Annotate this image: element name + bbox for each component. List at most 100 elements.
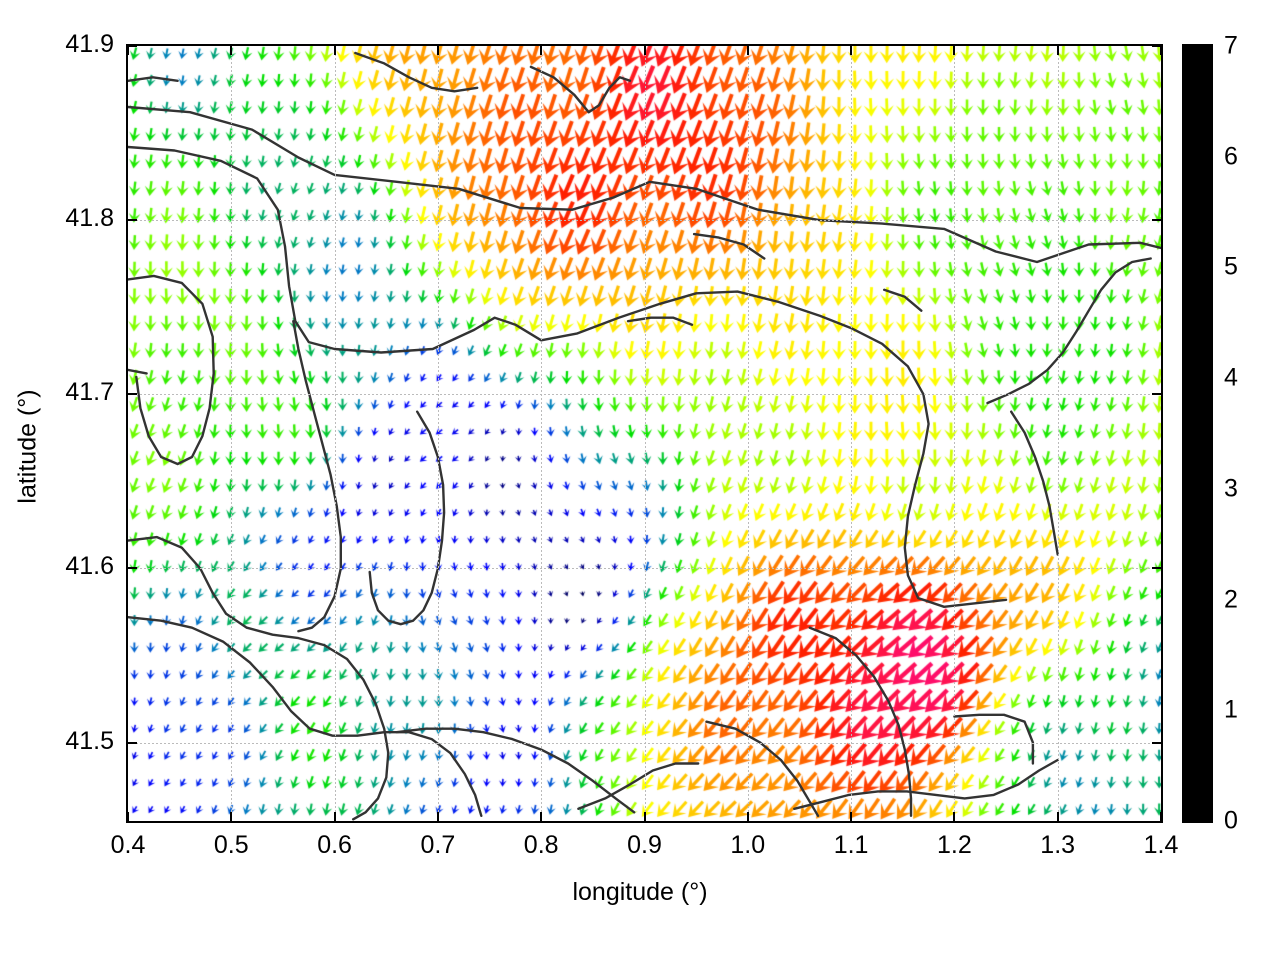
colorbar	[1182, 44, 1213, 823]
contour-line	[808, 626, 913, 817]
y-axis-tick-right	[1152, 219, 1161, 222]
y-tick-label: 41.7	[65, 378, 114, 407]
contour-line	[292, 320, 342, 633]
contour-line	[883, 288, 923, 312]
x-tick-label: 0.5	[213, 831, 249, 859]
y-tick-label: 41.6	[65, 552, 114, 581]
contour-line	[626, 316, 694, 326]
x-axis-label: longitude (°)	[572, 878, 708, 906]
x-axis-tick-top	[540, 46, 543, 55]
contour-line	[128, 105, 1161, 264]
x-axis-tick	[746, 812, 749, 821]
y-axis-tick-right	[1152, 567, 1161, 570]
x-axis-tick	[436, 812, 439, 821]
contour-line	[128, 616, 483, 817]
colorbar-tick	[1182, 488, 1213, 491]
colorbar-tick-label: 0	[1224, 806, 1238, 835]
x-axis-tick-top	[127, 46, 129, 55]
y-tick-label: 41.8	[65, 204, 114, 233]
x-axis-tick-top	[436, 46, 439, 55]
contour-line	[128, 76, 179, 82]
contour-line	[128, 535, 390, 821]
x-axis-tick-top	[850, 46, 853, 55]
colorbar-tick-label: 4	[1224, 363, 1238, 392]
x-tick-label: 1.4	[1143, 831, 1179, 859]
x-tick-label: 1.3	[1040, 831, 1076, 859]
y-axis-tick	[128, 741, 137, 744]
x-tick-label: 1.1	[833, 831, 869, 859]
x-axis-tick	[127, 812, 129, 821]
x-axis-tick	[333, 812, 336, 821]
x-tick-label: 0.6	[317, 831, 352, 859]
colorbar-tick-label: 5	[1224, 252, 1238, 281]
y-gridline	[128, 220, 1161, 222]
y-gridline	[128, 742, 1161, 744]
colorbar-tick	[1182, 378, 1213, 381]
colorbar-tick	[1182, 599, 1213, 602]
x-gridline	[644, 46, 646, 821]
contour-line	[128, 145, 1008, 608]
x-gridline	[851, 46, 853, 821]
x-axis-tick	[953, 812, 956, 821]
x-gridline	[747, 46, 749, 821]
colorbar-tick-label: 3	[1224, 474, 1238, 503]
colorbar-tick	[1182, 156, 1213, 159]
x-axis-tick-top	[746, 46, 749, 55]
colorbar-tick-label: 2	[1224, 585, 1238, 614]
y-axis-tick-right	[1152, 393, 1161, 396]
y-axis-tick	[128, 567, 137, 570]
contour-line	[793, 758, 1059, 810]
x-gridline	[954, 46, 956, 821]
x-axis-tick-top	[230, 46, 233, 55]
x-axis-tick-top	[1056, 46, 1059, 55]
y-tick-label: 41.9	[65, 30, 114, 58]
y-axis-label: latitude (°)	[13, 389, 42, 504]
x-tick-label: 1.2	[937, 831, 972, 859]
y-gridline	[128, 568, 1161, 570]
x-axis-tick	[1160, 812, 1162, 821]
x-tick-label: 0.8	[523, 831, 559, 859]
y-axis-tick-right	[1152, 45, 1161, 47]
x-axis-tick	[230, 812, 233, 821]
contour-line	[986, 257, 1152, 405]
contour-line	[529, 65, 632, 114]
x-gridline	[334, 46, 336, 821]
x-tick-label: 0.9	[627, 831, 662, 859]
colorbar-tick-label: 6	[1224, 142, 1238, 171]
y-axis-tick	[128, 219, 137, 222]
colorbar-tick-label: 7	[1224, 31, 1238, 60]
y-gridline	[128, 394, 1161, 396]
y-axis-tick	[128, 45, 137, 47]
contour-line	[368, 410, 446, 626]
x-gridline	[541, 46, 543, 821]
x-axis-tick	[1056, 812, 1059, 821]
contour-line	[705, 720, 820, 817]
y-axis-tick-right	[1152, 741, 1161, 744]
contour-line	[577, 762, 700, 810]
colorbar-tick	[1182, 710, 1213, 713]
x-tick-label: 1.0	[730, 831, 766, 859]
contour-line	[1010, 410, 1059, 556]
x-axis-tick	[850, 812, 853, 821]
x-axis-tick	[643, 812, 646, 821]
contour-line	[953, 713, 1035, 765]
contour-line	[128, 274, 215, 466]
contour-line	[128, 368, 148, 375]
x-tick-label: 0.7	[420, 831, 456, 859]
x-axis-tick-top	[1160, 46, 1162, 55]
colorbar-tick	[1182, 267, 1213, 270]
x-axis-tick-top	[643, 46, 646, 55]
colorbar-tick-label: 1	[1224, 695, 1238, 724]
y-axis-tick	[128, 393, 137, 396]
contour-line	[692, 232, 766, 260]
x-axis-tick-top	[953, 46, 956, 55]
x-gridline	[231, 46, 233, 821]
y-tick-label: 41.5	[65, 726, 114, 755]
x-gridline	[437, 46, 439, 821]
coastline-contours	[128, 51, 1161, 821]
contour-line	[395, 727, 636, 814]
x-axis-tick-top	[333, 46, 336, 55]
x-gridline	[1057, 46, 1059, 821]
x-tick-label: 0.4	[110, 831, 146, 859]
